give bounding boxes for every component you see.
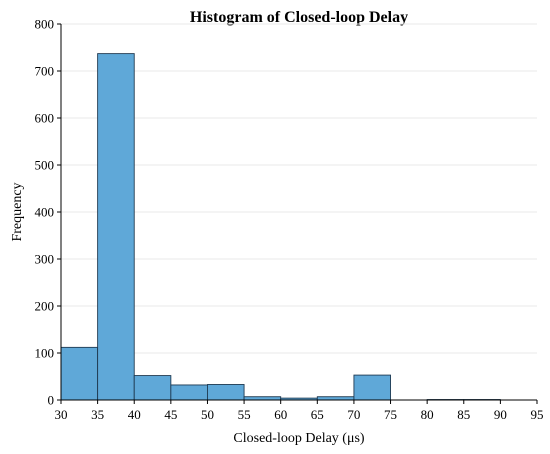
x-tick-label: 45 xyxy=(164,407,177,422)
x-tick-label: 55 xyxy=(238,407,251,422)
chart-title: Histogram of Closed-loop Delay xyxy=(190,9,408,26)
histogram-bar xyxy=(353,374,391,401)
histogram-bars xyxy=(60,53,501,401)
x-tick-label: 85 xyxy=(457,407,470,422)
y-tick-label: 200 xyxy=(35,299,55,314)
y-tick-label: 100 xyxy=(35,346,55,361)
x-tick-label: 40 xyxy=(128,407,141,422)
x-tick-label: 95 xyxy=(531,407,544,422)
y-tick-label: 600 xyxy=(35,111,55,126)
y-tick-label: 800 xyxy=(35,17,55,32)
y-tick-label: 500 xyxy=(35,158,55,173)
histogram-bar xyxy=(60,346,99,401)
x-tick-label: 70 xyxy=(347,407,360,422)
x-tick-label: 90 xyxy=(494,407,507,422)
x-tick-label: 65 xyxy=(311,407,324,422)
x-tick-label: 35 xyxy=(91,407,104,422)
x-axis-label: Closed-loop Delay (μs) xyxy=(233,431,364,446)
x-tick-label: 50 xyxy=(201,407,214,422)
x-tick-label: 75 xyxy=(384,407,397,422)
y-tick-label: 0 xyxy=(48,393,55,408)
y-tick-label: 400 xyxy=(35,205,55,220)
x-tick-label: 80 xyxy=(421,407,434,422)
x-axis-ticks: 30 35 40 45 50 55 60 65 70 75 80 85 90 95 xyxy=(55,400,544,422)
y-axis-label: Frequency xyxy=(10,182,25,241)
histogram-bar xyxy=(97,53,135,401)
x-tick-label: 30 xyxy=(55,407,68,422)
x-tick-label: 60 xyxy=(274,407,287,422)
y-axis-ticks: 0 100 200 300 400 500 600 700 800 xyxy=(35,17,61,408)
histogram-bar xyxy=(170,384,208,401)
histogram-bar xyxy=(133,375,172,401)
gridlines xyxy=(61,23,537,354)
y-tick-label: 300 xyxy=(35,252,55,267)
histogram-bar xyxy=(207,384,245,401)
y-tick-label: 700 xyxy=(35,64,55,79)
